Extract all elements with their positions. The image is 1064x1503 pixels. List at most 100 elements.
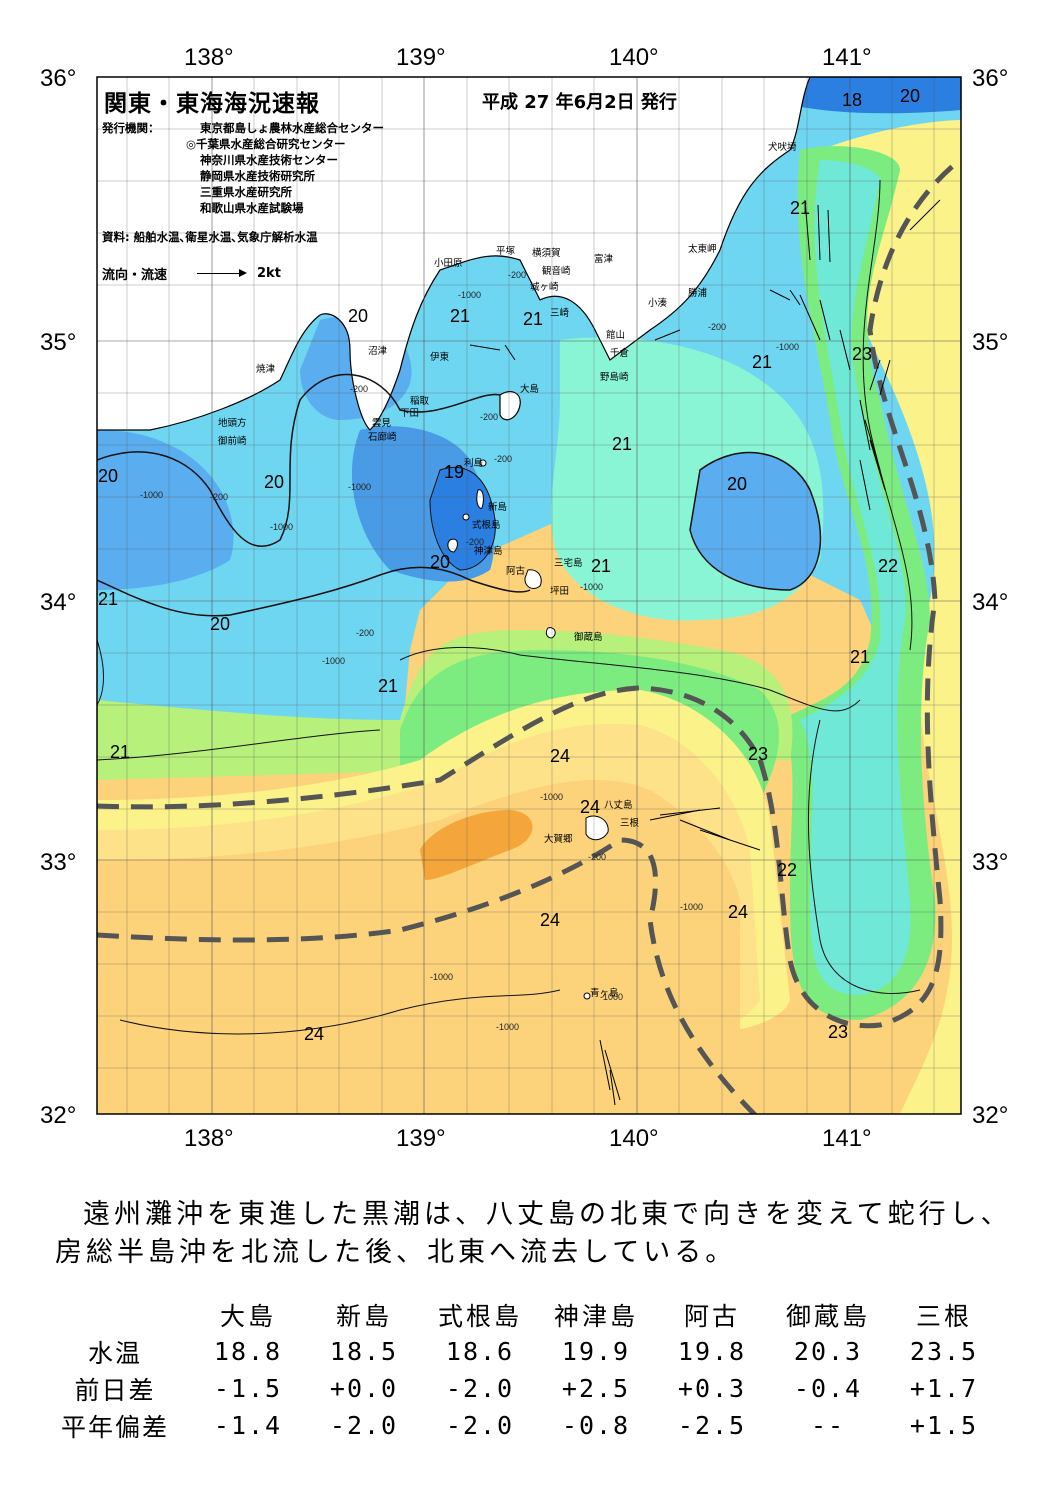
place-label: 富津 xyxy=(594,253,614,265)
isotherm-label: 22 xyxy=(777,860,797,880)
depth-label: -200 xyxy=(494,454,512,464)
place-label: 小田原 xyxy=(434,258,463,269)
table-header-row: 大島 新島 式根島 神津島 阿古 御蔵島 三根 xyxy=(40,1296,1002,1333)
table-cell: +0.3 xyxy=(677,1374,747,1403)
column-header: 三根 xyxy=(915,1301,972,1331)
isotherm-label: 20 xyxy=(430,552,450,572)
lat-label: 36° xyxy=(972,65,1008,92)
issuer-item: 静岡県水産技術研究所 xyxy=(200,169,315,183)
place-label: 野島崎 xyxy=(600,371,629,383)
place-label: 神津島 xyxy=(474,545,503,557)
place-label: 新島 xyxy=(488,501,507,513)
depth-label: -200 xyxy=(588,852,606,862)
longitude-labels-bottom: 138° 139° 140° 141° xyxy=(184,1125,872,1152)
table-row: 水温 18.8 18.5 18.6 19.9 19.8 20.3 23.5 xyxy=(40,1333,1002,1370)
column-header: 式根島 xyxy=(437,1301,522,1331)
map-frame xyxy=(96,76,962,1115)
place-label: 焼津 xyxy=(256,363,276,375)
place-label: 利島 xyxy=(464,457,483,469)
isotherm-label: 24 xyxy=(728,902,748,922)
flow-legend: 流向・流速 2kt xyxy=(102,264,281,283)
depth-label: -1000 xyxy=(430,972,453,982)
place-label: 下田 xyxy=(400,408,419,419)
lon-label: 140° xyxy=(609,44,659,71)
isotherm-label: 21 xyxy=(523,309,543,329)
summary-text: 遠州灘沖を東進した黒潮は、八丈島の北東で向きを変えて蛇行し、房総半島沖を北流した… xyxy=(55,1199,1012,1268)
isotherm-label: 21 xyxy=(110,742,130,762)
depth-label: -200 xyxy=(350,384,368,394)
table-cell: -2.0 xyxy=(445,1374,515,1403)
place-label: 御蔵島 xyxy=(574,631,603,643)
isotherm-label: 20 xyxy=(98,466,118,486)
place-label: 勝浦 xyxy=(688,287,708,299)
isotherm-label: 20 xyxy=(727,474,747,494)
place-label: 横須賀 xyxy=(532,247,561,259)
table-cell: 19.8 xyxy=(677,1337,747,1366)
isotherm-label: 21 xyxy=(752,352,772,372)
lat-label: 33° xyxy=(40,849,76,876)
table-cell: +0.0 xyxy=(329,1374,399,1403)
table-row: 平年偏差 -1.4 -2.0 -2.0 -0.8 -2.5 -- +1.5 xyxy=(40,1407,1002,1444)
depth-label: -1000 xyxy=(680,902,703,912)
issuer-item: 神奈川県水産技術センター xyxy=(200,153,338,167)
isotherm-label: 23 xyxy=(852,344,872,364)
place-label: 大賀郷 xyxy=(544,833,573,845)
place-label: 八丈島 xyxy=(604,799,633,811)
place-label: 大島 xyxy=(520,383,539,395)
depth-label: -1000 xyxy=(496,1022,519,1032)
issuer-item: 和歌山県水産試験場 xyxy=(200,201,304,215)
isotherm-labels: 18 20 21 21 21 20 21 23 21 19 20 20 20 2… xyxy=(98,86,920,1044)
depth-label: -1000 xyxy=(270,522,293,532)
table-cell: 23.5 xyxy=(909,1337,979,1366)
place-label: 伊東 xyxy=(430,351,450,363)
sea-temperature-map: 138° 139° 140° 141° 138° 139° 140° 141° … xyxy=(40,44,1008,1152)
place-label: 城ヶ崎 xyxy=(530,281,559,293)
table-cell: 19.9 xyxy=(561,1337,631,1366)
depth-label: -200 xyxy=(480,412,498,422)
lat-label: 33° xyxy=(972,849,1008,876)
place-label: 小湊 xyxy=(648,297,668,309)
place-label: 式根島 xyxy=(472,519,501,531)
isotherm-label: 24 xyxy=(304,1024,324,1044)
place-label: 御前崎 xyxy=(218,435,247,447)
isotherm-label: 21 xyxy=(591,556,611,576)
depth-label: -200 xyxy=(356,628,374,638)
lon-label: 138° xyxy=(184,44,234,71)
place-label: 雲見 xyxy=(372,418,392,429)
isotherm-label: 20 xyxy=(264,472,284,492)
graticule xyxy=(97,77,961,1114)
row-header: 平年偏差 xyxy=(60,1412,169,1442)
flow-legend-label: 流向・流速 xyxy=(102,268,168,283)
temperature-fill xyxy=(97,77,961,1114)
isotherm-label: 21 xyxy=(790,198,810,218)
table-cell: -2.5 xyxy=(677,1411,747,1440)
isotherm-label: 23 xyxy=(748,744,768,764)
table-cell: 18.5 xyxy=(329,1337,399,1366)
issuer-label: 発行機関： xyxy=(102,121,160,135)
place-label: 犬吠埼 xyxy=(768,141,797,153)
table-cell: -- xyxy=(810,1411,846,1440)
isotherm-label: 21 xyxy=(850,647,870,667)
table-cell: 20.3 xyxy=(793,1337,863,1366)
issuer-item: 三重県水産研究所 xyxy=(200,185,292,199)
lat-label: 32° xyxy=(40,1102,76,1129)
place-label: 坪田 xyxy=(550,585,569,597)
depth-label: -200 xyxy=(508,270,526,280)
isotherm-label: 18 xyxy=(842,90,862,110)
lat-label: 36° xyxy=(40,65,76,92)
data-source: 資料: 船舶水温､衛星水温､気象庁解析水温 xyxy=(102,230,318,244)
depth-label: -200 xyxy=(466,537,484,547)
lon-label: 140° xyxy=(609,1125,659,1152)
issuer-list: 発行機関： 東京都島しょ農林水産総合センター ◎千葉県水産総合研究センター 神奈川… xyxy=(102,120,384,216)
lon-label: 141° xyxy=(822,1125,872,1152)
place-label: 稲取 xyxy=(410,395,430,407)
isotherm-label: 24 xyxy=(540,910,560,930)
lat-label: 35° xyxy=(40,329,76,356)
depth-label: -200 xyxy=(708,322,726,332)
isotherm-label: 21 xyxy=(450,306,470,326)
lon-label: 139° xyxy=(396,1125,446,1152)
flow-vectors xyxy=(469,199,941,1106)
place-label: 平塚 xyxy=(496,246,516,257)
place-label: 青ヶ島 xyxy=(590,987,619,999)
arrow-icon xyxy=(197,269,248,277)
